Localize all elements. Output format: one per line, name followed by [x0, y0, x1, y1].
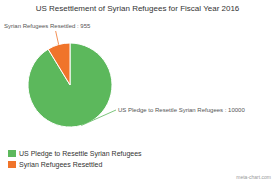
- data-label: Syrian Refugees Resettled : 955: [4, 23, 91, 29]
- chart: US Resettlement of Syrian Refugees for F…: [0, 0, 275, 183]
- data-label: US Pledge to Resettle Syrian Refugees : …: [118, 107, 245, 113]
- legend-label: Syrian Refugees Resettled: [19, 161, 102, 169]
- legend-swatch: [8, 161, 16, 168]
- title: US Resettlement of Syrian Refugees for F…: [36, 4, 240, 13]
- pie-slice: [48, 43, 70, 85]
- legend-item: US Pledge to Resettle Syrian Refugees: [8, 150, 142, 158]
- pie-slice: [28, 43, 112, 127]
- legend-label: US Pledge to Resettle Syrian Refugees: [19, 150, 142, 158]
- leader-line: [81, 110, 116, 125]
- legend-swatch: [8, 150, 16, 157]
- annotation: meta-chart.com: [236, 174, 271, 180]
- pie: US Pledge to Resettle Syrian Refugees : …: [4, 23, 245, 127]
- legend: US Pledge to Resettle Syrian Refugees Syr…: [8, 150, 142, 169]
- leader-line: [56, 31, 59, 45]
- legend-item: Syrian Refugees Resettled: [8, 161, 102, 169]
